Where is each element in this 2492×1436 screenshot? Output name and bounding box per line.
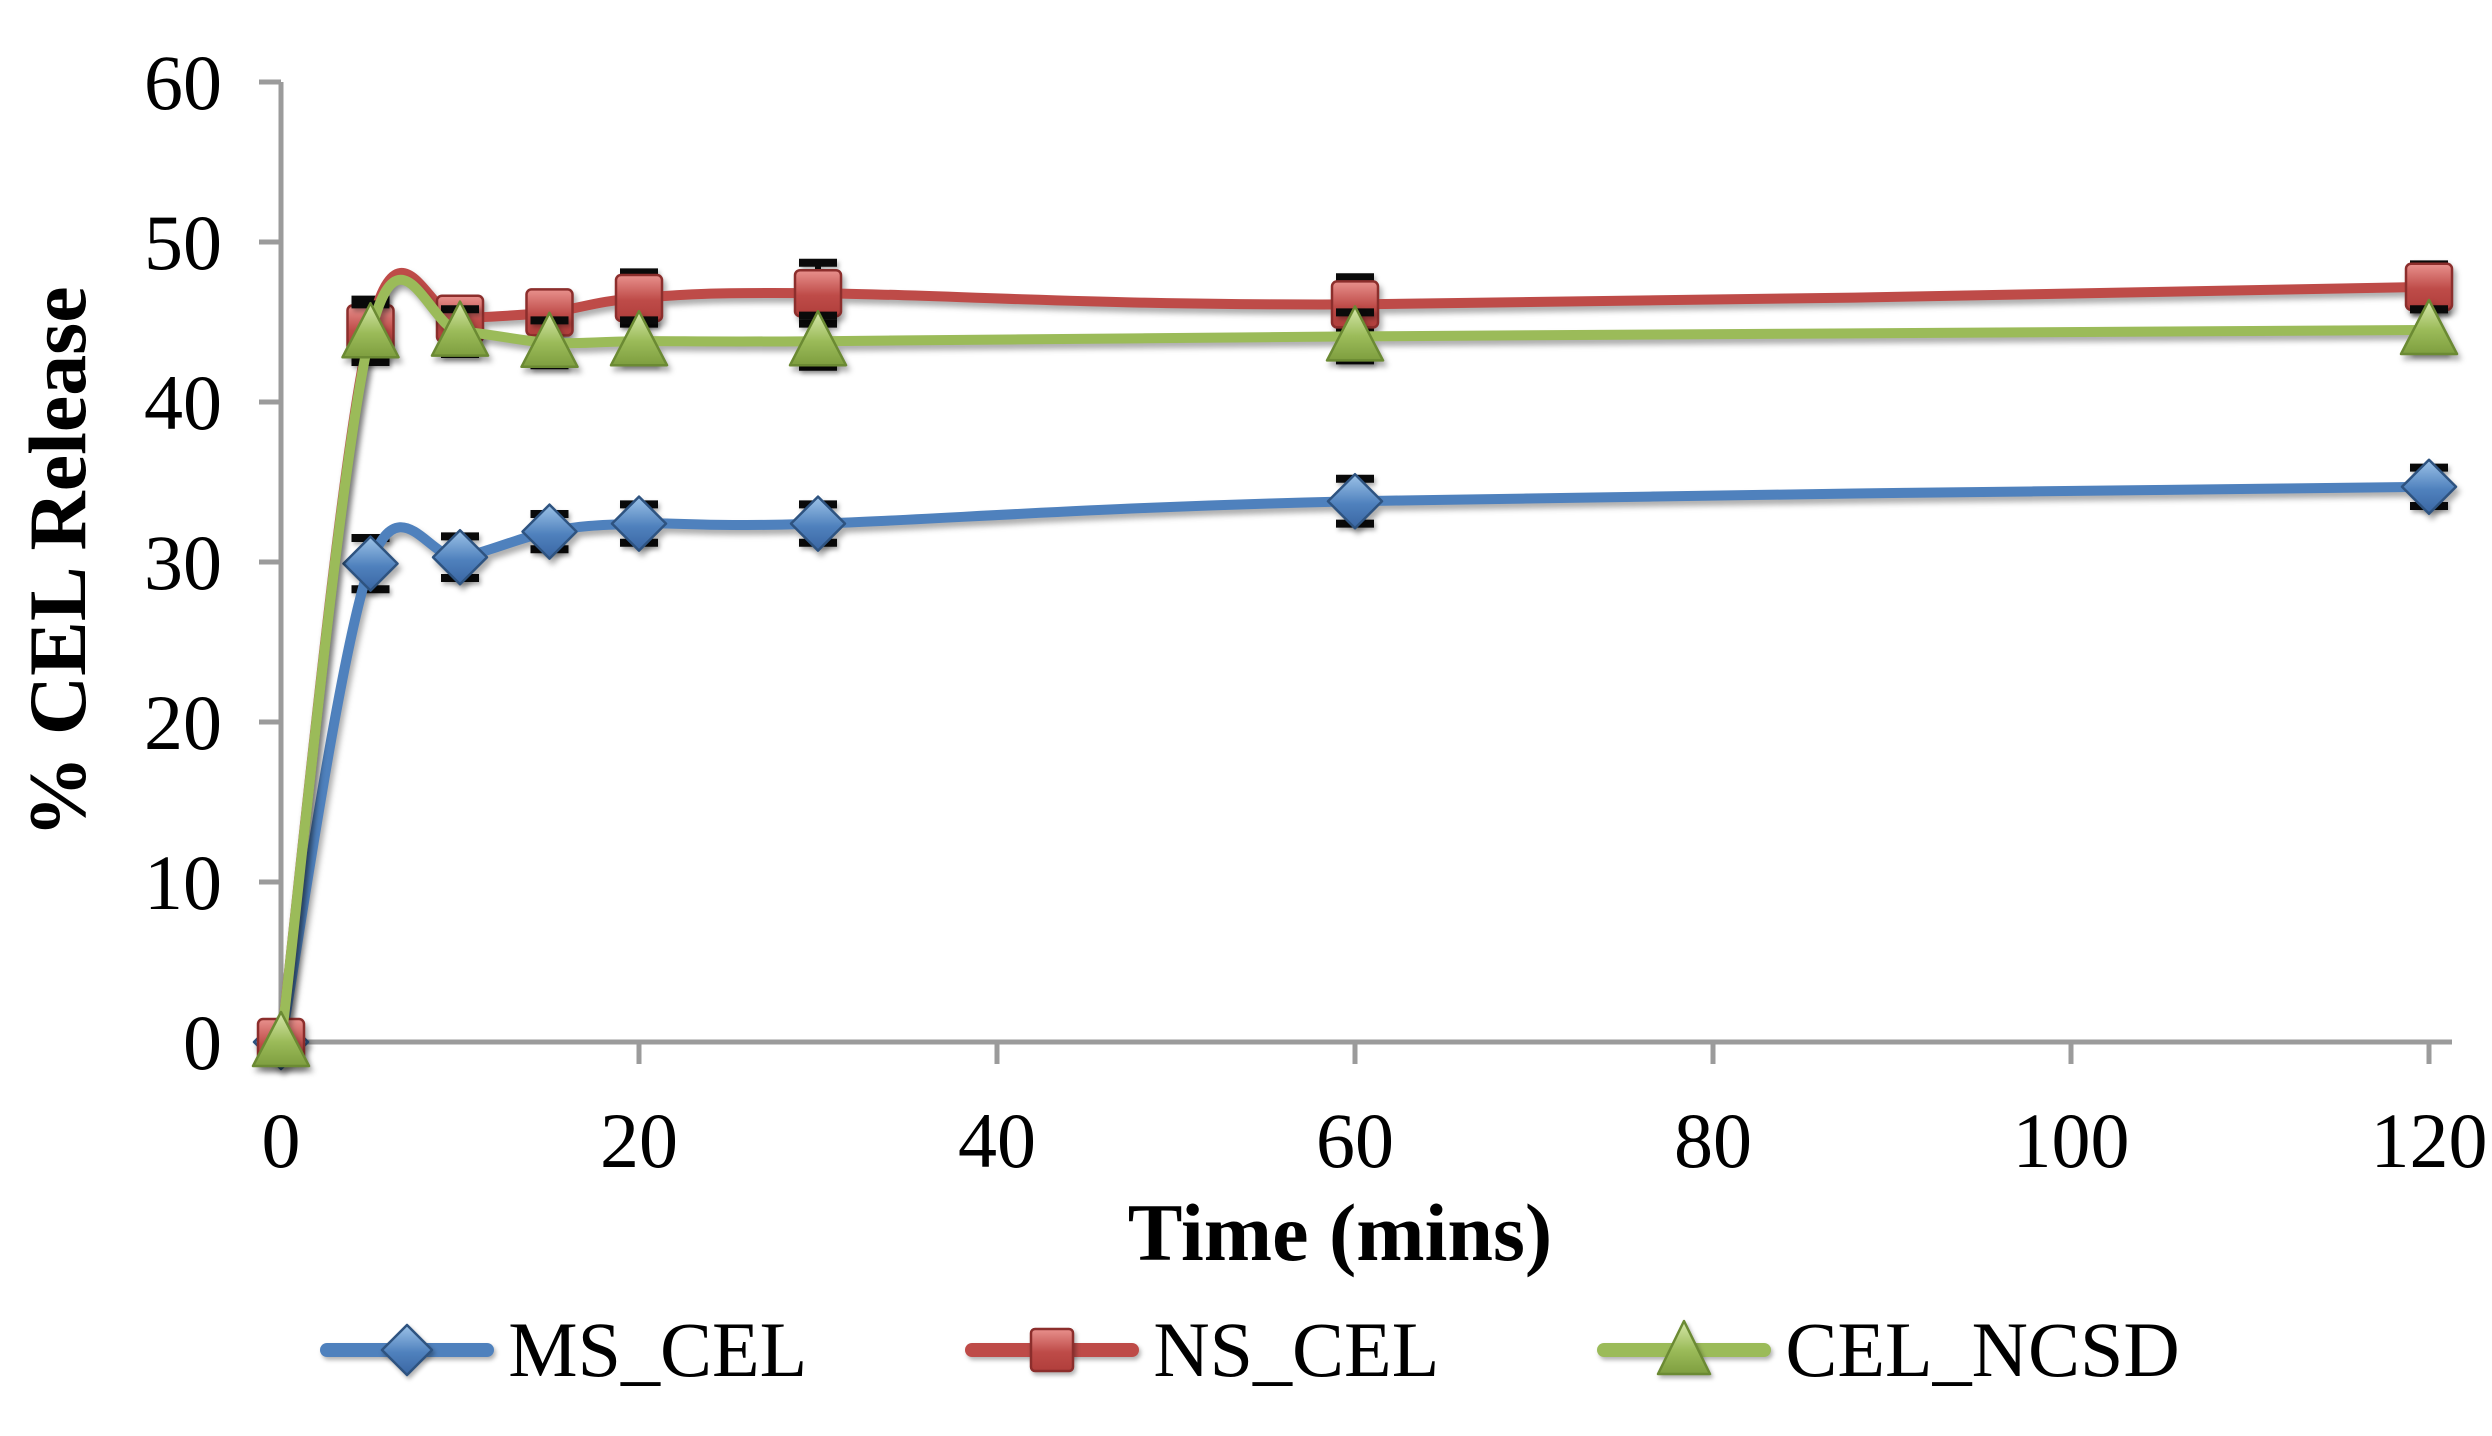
x-axis-title: Time (mins) [1127, 1187, 1553, 1278]
diamond-marker-icon [431, 528, 489, 586]
triangle-marker-icon [609, 309, 669, 367]
axes [259, 79, 2452, 1064]
legend-label-ns-cel: NS_CEL [1153, 1306, 1440, 1393]
diamond-marker-icon [610, 495, 668, 552]
diamond-marker-icon [1326, 472, 1384, 530]
triangle-marker-icon [520, 311, 579, 369]
x-tick-label: 20 [600, 1097, 678, 1184]
triangle-marker-icon [1325, 305, 1385, 362]
diamond-marker-icon [521, 503, 578, 560]
y-tick-label: 60 [144, 39, 222, 126]
legend-swatch-square-icon [965, 1327, 1140, 1373]
triangle-marker-icon [788, 309, 848, 367]
x-tick-label: 0 [262, 1097, 301, 1184]
series-MS_CEL [252, 458, 2458, 1071]
legend-label-ms-cel: MS_CEL [508, 1306, 808, 1393]
triangle-marker-icon [341, 301, 400, 359]
x-tick-label: 80 [1674, 1097, 1752, 1184]
legend: MS_CEL NS_CEL CEL_NCSD [0, 1295, 2492, 1405]
legend-item-ms-cel: MS_CEL [312, 1295, 807, 1405]
y-tick-label: 30 [144, 519, 222, 606]
diamond-marker-icon [789, 495, 847, 552]
y-tick-label: 50 [144, 199, 222, 286]
triangle-marker-icon [251, 1010, 311, 1068]
series-CEL_NCSD [251, 274, 2459, 1068]
x-tick-label: 60 [1316, 1097, 1394, 1184]
x-tick-label: 40 [958, 1097, 1036, 1184]
triangle-marker-icon [2399, 298, 2459, 356]
diamond-marker-icon [2400, 458, 2458, 516]
x-tick-label: 100 [2013, 1097, 2130, 1184]
legend-swatch-triangle-icon [1597, 1319, 1772, 1376]
y-tick-label: 0 [183, 999, 222, 1086]
legend-swatch-diamond-icon [320, 1323, 495, 1377]
series-NS_CEL [256, 262, 2454, 1067]
tick-labels: 0 10 20 30 40 50 60 0 20 40 60 80 100 120 [144, 39, 2488, 1184]
diamond-marker-icon [342, 535, 399, 592]
y-tick-label: 20 [144, 679, 222, 766]
y-tick-label: 10 [144, 839, 222, 926]
legend-item-cel-ncsd: CEL_NCSD [1589, 1295, 2180, 1405]
x-tick-label: 120 [2371, 1097, 2488, 1184]
legend-item-ns-cel: NS_CEL [957, 1295, 1439, 1405]
triangle-marker-icon [430, 300, 490, 357]
square-marker-icon [793, 268, 843, 318]
y-axis-title: % CEL Release [12, 286, 103, 838]
y-tick-label: 40 [144, 359, 222, 446]
legend-label-cel-ncsd: CEL_NCSD [1785, 1306, 2180, 1393]
